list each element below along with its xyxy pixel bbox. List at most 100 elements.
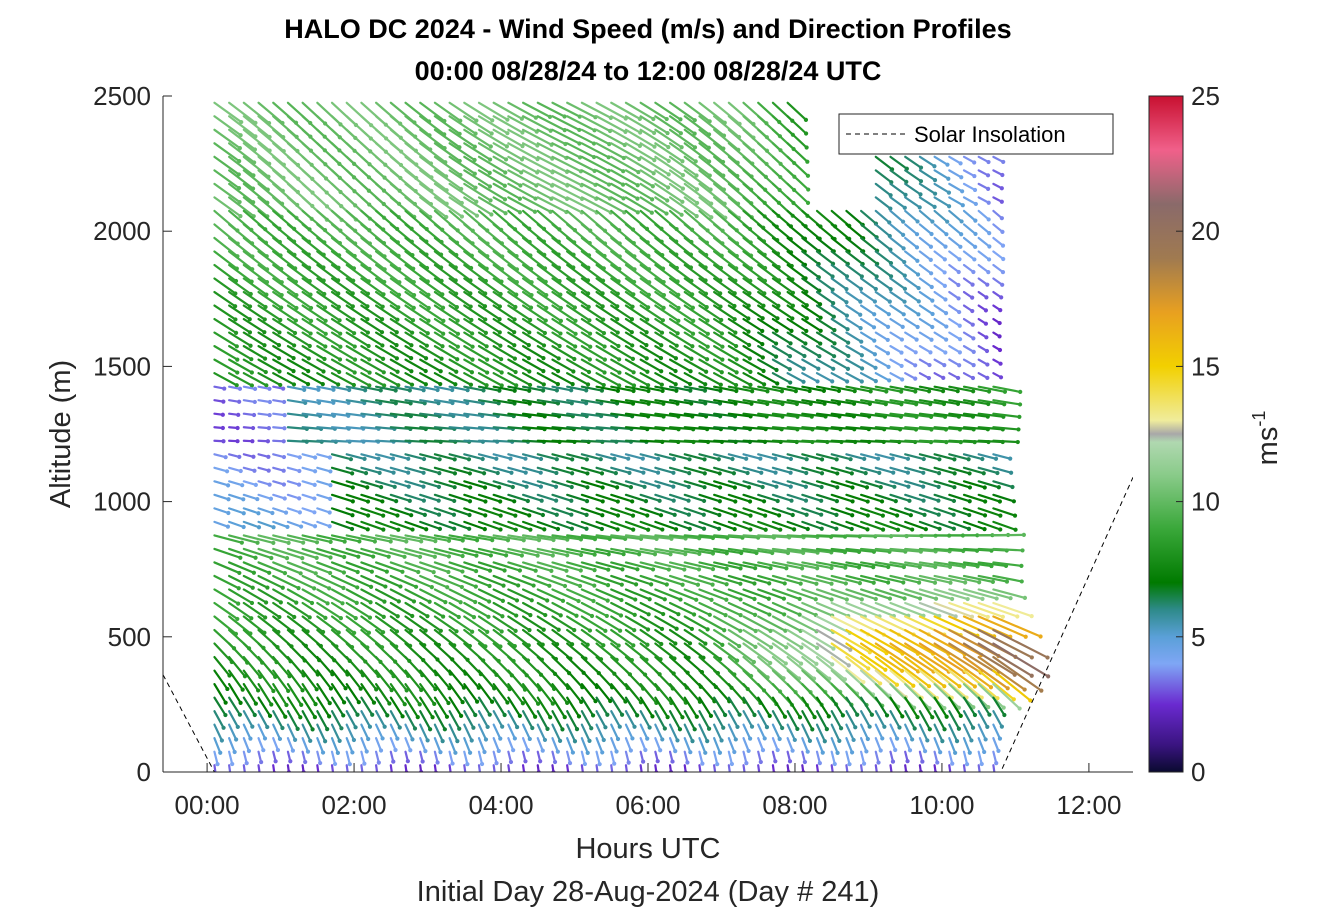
wind-barb-head bbox=[239, 540, 244, 545]
wind-barb-shaft bbox=[595, 669, 614, 689]
wind-barb-head bbox=[579, 699, 584, 705]
wind-barb-head bbox=[886, 312, 891, 317]
wind-barb-shaft bbox=[330, 737, 339, 754]
wind-barb-shaft bbox=[301, 412, 322, 417]
wind-barb-shaft bbox=[771, 236, 793, 254]
wind-barb-head bbox=[787, 759, 793, 764]
wind-barb-shaft bbox=[830, 723, 841, 742]
wind-barb-shaft bbox=[889, 710, 901, 729]
wind-barb-shaft bbox=[463, 412, 484, 418]
wind-barb-head bbox=[273, 759, 278, 764]
wind-barb-head bbox=[606, 567, 611, 572]
wind-barb-head bbox=[438, 369, 443, 374]
wind-barb-head bbox=[592, 128, 597, 133]
wind-barb-shaft bbox=[815, 723, 826, 743]
wind-barb-shaft bbox=[668, 453, 691, 461]
wind-barb-shaft bbox=[360, 412, 381, 418]
wind-barb-shaft bbox=[683, 493, 706, 503]
wind-barb-shaft bbox=[521, 723, 531, 741]
wind-barb-shaft bbox=[904, 683, 931, 710]
wind-barb-head bbox=[489, 212, 494, 217]
wind-barb-head bbox=[570, 457, 575, 462]
wind-barb-head bbox=[553, 484, 559, 489]
wind-barb-shaft bbox=[771, 263, 794, 281]
wind-barb-head bbox=[612, 761, 617, 766]
wind-barb-head bbox=[959, 232, 964, 237]
wind-barb-head bbox=[835, 485, 840, 490]
wind-barb-head bbox=[421, 484, 426, 489]
wind-barb-shaft bbox=[286, 236, 310, 256]
wind-barb-head bbox=[792, 527, 797, 532]
wind-barb-shaft bbox=[536, 588, 565, 602]
wind-barb-head bbox=[832, 354, 837, 359]
wind-barb-shaft bbox=[786, 588, 817, 601]
wind-barb-shaft bbox=[948, 683, 975, 709]
wind-barb-shaft bbox=[727, 412, 752, 418]
wind-barb-shaft bbox=[698, 169, 726, 191]
wind-barb-shaft bbox=[933, 196, 951, 208]
wind-barb-shaft bbox=[683, 101, 711, 123]
wind-barb-shaft bbox=[786, 520, 809, 531]
wind-barb-shaft bbox=[360, 534, 392, 543]
wind-barb-shaft bbox=[360, 453, 380, 460]
wind-barb-shaft bbox=[889, 250, 906, 264]
wind-barb-shaft bbox=[654, 507, 676, 516]
wind-barb-shaft bbox=[566, 115, 596, 132]
wind-barb-shaft bbox=[918, 317, 934, 329]
wind-barb-shaft bbox=[668, 115, 696, 135]
wind-barb-head bbox=[342, 539, 347, 544]
wind-barb-head bbox=[695, 200, 700, 206]
wind-barb-shaft bbox=[551, 507, 573, 516]
wind-barb-head bbox=[710, 551, 716, 556]
wind-barb-shaft bbox=[801, 358, 820, 370]
wind-barb-shaft bbox=[448, 290, 472, 308]
wind-barb-head bbox=[467, 512, 472, 518]
wind-barb-head bbox=[460, 553, 465, 559]
wind-barb-head bbox=[805, 749, 810, 754]
wind-barb-head bbox=[220, 412, 225, 417]
wind-barb-shaft bbox=[683, 561, 715, 571]
wind-barb-shaft bbox=[610, 236, 636, 258]
wind-barb-head bbox=[928, 350, 933, 355]
wind-barb-head bbox=[661, 611, 666, 617]
wind-barb-head bbox=[233, 304, 238, 309]
wind-barb-head bbox=[901, 580, 906, 585]
wind-barb-shaft bbox=[536, 128, 567, 146]
wind-barb-head bbox=[526, 343, 531, 348]
wind-barb-head bbox=[556, 627, 561, 632]
wind-barb-head bbox=[437, 526, 443, 531]
wind-barb-head bbox=[676, 612, 681, 617]
wind-barb-head bbox=[587, 331, 593, 336]
wind-barb-shaft bbox=[580, 372, 605, 387]
wind-barb-shaft bbox=[948, 466, 971, 475]
wind-barb-head bbox=[705, 331, 710, 336]
wind-barb-shaft bbox=[742, 710, 754, 728]
wind-barb-head bbox=[859, 597, 864, 602]
wind-barb-shaft bbox=[360, 723, 370, 741]
wind-barb-shaft bbox=[683, 277, 708, 295]
wind-barb-head bbox=[474, 118, 479, 123]
wind-barb-shaft bbox=[801, 236, 821, 253]
wind-barb-head bbox=[616, 343, 621, 349]
wind-barb-head bbox=[498, 513, 503, 518]
wind-barb-shaft bbox=[419, 426, 442, 431]
wind-barb-shaft bbox=[595, 250, 621, 271]
wind-barb-head bbox=[349, 526, 355, 532]
wind-barb-shaft bbox=[904, 561, 937, 569]
wind-barb-shaft bbox=[507, 236, 532, 257]
wind-barb-head bbox=[966, 457, 971, 462]
wind-barb-shaft bbox=[242, 169, 269, 191]
wind-barb-shaft bbox=[860, 601, 895, 618]
wind-barb-head bbox=[704, 357, 710, 362]
wind-barb-head bbox=[937, 526, 942, 531]
wind-barb-shaft bbox=[228, 169, 255, 190]
wind-barb-head bbox=[366, 513, 371, 518]
wind-barb-shaft bbox=[624, 290, 650, 309]
wind-barb-shaft bbox=[477, 683, 494, 703]
wind-barb-shaft bbox=[375, 412, 397, 418]
wind-barb-shaft bbox=[419, 683, 436, 706]
wind-barb-head bbox=[804, 512, 809, 517]
wind-barb-shaft bbox=[286, 520, 303, 528]
wind-barb-shaft bbox=[404, 466, 425, 474]
wind-barb-shaft bbox=[477, 169, 506, 187]
